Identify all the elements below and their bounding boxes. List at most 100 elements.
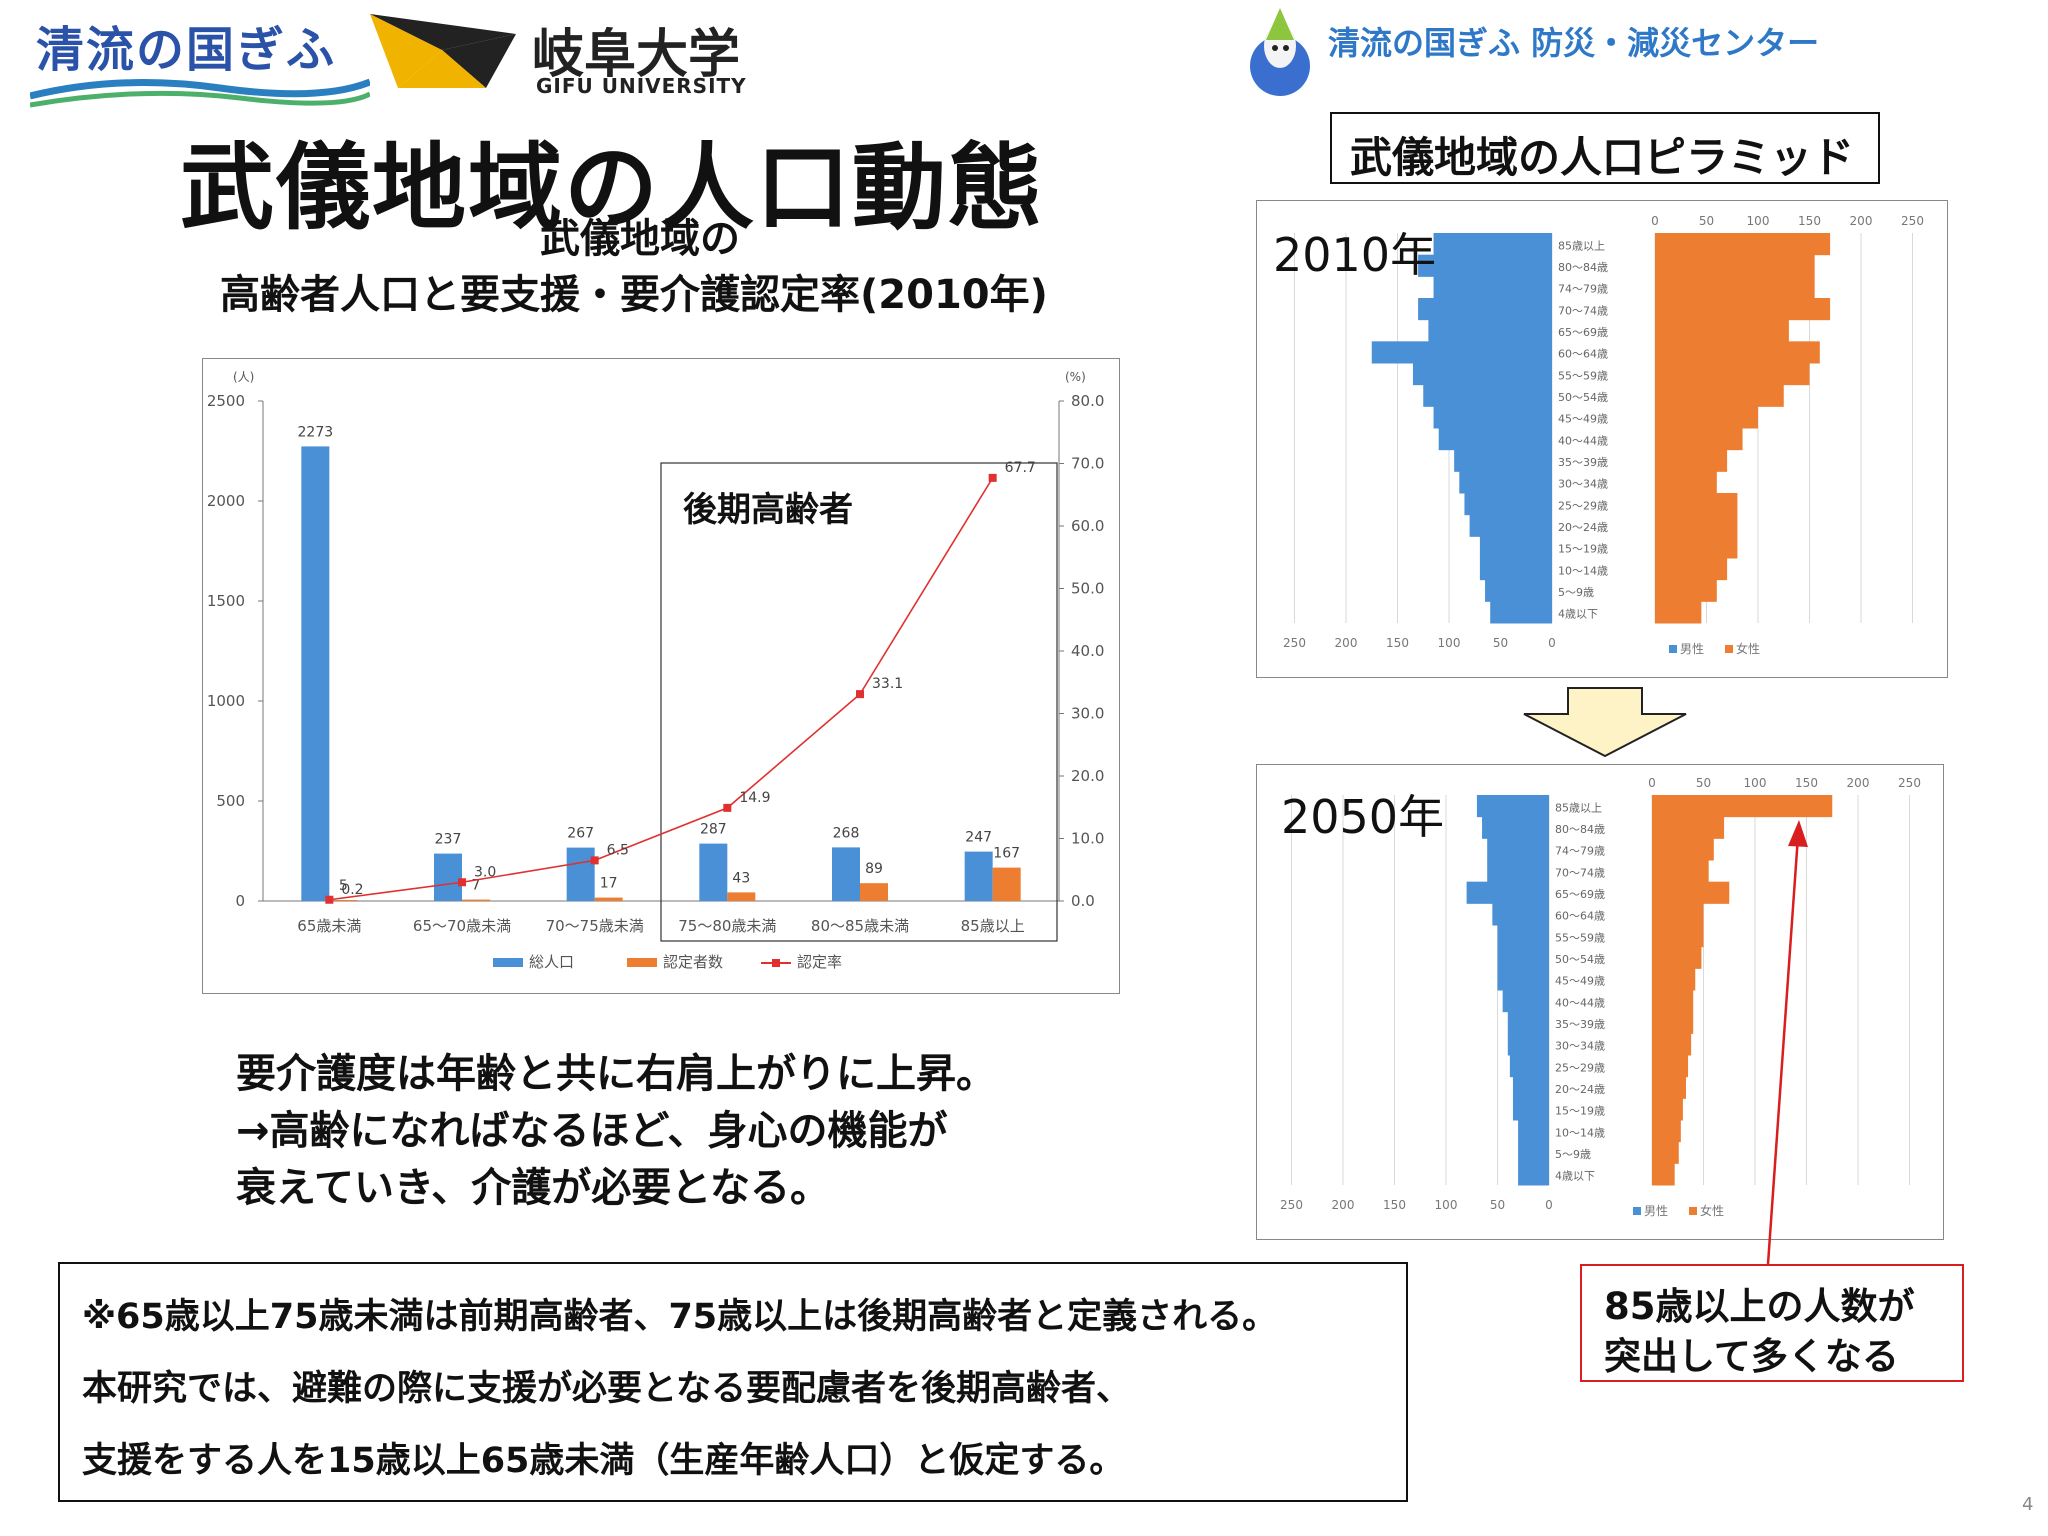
- x-tick-label: 250: [1280, 1198, 1303, 1212]
- bar-value-label: 89: [865, 861, 883, 877]
- y-tick-label: 1000: [207, 692, 245, 710]
- age-group-label: 55～59歳: [1555, 931, 1605, 944]
- x-tick-label: 0: [1548, 636, 1556, 650]
- x-tick-label: 150: [1386, 636, 1409, 650]
- gifu-university-mark-icon: [370, 14, 516, 88]
- age-group-label: 40～44歳: [1558, 434, 1608, 447]
- male-bar: [1518, 1120, 1549, 1143]
- male-bar: [1485, 579, 1552, 602]
- rate-point: [458, 878, 466, 887]
- legend-label: 認定者数: [663, 953, 723, 971]
- callout-line: 突出して多くなる: [1604, 1335, 1899, 1378]
- mascot-icon: [1250, 8, 1310, 96]
- y-tick-label: 2500: [207, 392, 245, 410]
- x-tick-label: 80～85歳未満: [811, 917, 909, 935]
- x-tick-label: 0: [1648, 776, 1656, 790]
- age-group-label: 30～34歳: [1555, 1040, 1605, 1053]
- age-group-label: 45～49歳: [1555, 975, 1605, 988]
- y2-tick-label: 10.0: [1071, 830, 1104, 848]
- female-bar: [1655, 449, 1728, 472]
- x-tick-label: 100: [1747, 214, 1770, 228]
- page-number: 4: [2022, 1494, 2034, 1515]
- logo-wave-icon: [30, 78, 370, 108]
- female-bar: [1655, 298, 1831, 321]
- y2-tick-label: 0.0: [1071, 892, 1095, 910]
- legend-swatch: [1633, 1207, 1641, 1215]
- population-pyramid-2010: 2010年 0 50 100 150 200 250 250 200 150 100 50 0 85歳以…: [1256, 200, 1948, 678]
- age-group-label: 5～9歳: [1555, 1148, 1591, 1161]
- rate-value-label: 67.7: [1005, 460, 1036, 476]
- bar: [699, 843, 728, 901]
- rate-point: [856, 690, 864, 699]
- x-tick-label: 200: [1332, 1198, 1355, 1212]
- chart-title-line1: 武儀地域の: [540, 216, 740, 262]
- x-tick-label: 70～75歳未満: [546, 917, 644, 935]
- callout-box: 85歳以上の人数が 突出して多くなる: [1580, 1264, 1964, 1382]
- male-bar: [1490, 601, 1552, 624]
- female-bar: [1655, 233, 1831, 256]
- x-tick-label: 200: [1847, 776, 1870, 790]
- male-bar: [1518, 1141, 1549, 1164]
- x-tick-label: 250: [1901, 214, 1924, 228]
- male-bar: [1433, 233, 1552, 256]
- y2-tick-label: 40.0: [1071, 642, 1104, 660]
- rate-value-label: 33.1: [872, 676, 903, 692]
- x-tick-label: 100: [1744, 776, 1767, 790]
- female-bar: [1652, 1055, 1689, 1078]
- male-bar: [1482, 816, 1549, 839]
- bar-value-label: 247: [965, 830, 992, 846]
- age-group-label: 20～24歳: [1555, 1083, 1605, 1096]
- age-group-label: 10～14歳: [1558, 564, 1608, 577]
- definition-note-box: ※65歳以上75歳未満は前期高齢者、75歳以上は後期高齢者と定義される。 本研究…: [58, 1262, 1408, 1502]
- bar-value-label: 167: [993, 846, 1020, 862]
- down-arrow-icon: [1523, 687, 1687, 758]
- male-bar: [1428, 319, 1552, 342]
- age-group-label: 15～19歳: [1558, 543, 1608, 556]
- left-unit-label: (人): [233, 370, 254, 384]
- male-bar: [1492, 903, 1549, 926]
- bar-value-label: 287: [700, 822, 727, 838]
- male-bar: [1418, 298, 1552, 321]
- female-bar: [1652, 1141, 1679, 1164]
- bar-value-label: 237: [435, 832, 462, 848]
- y-tick-label: 500: [216, 792, 245, 810]
- age-group-label: 74～79歳: [1558, 283, 1608, 296]
- age-group-label: 70～74歳: [1555, 866, 1605, 879]
- summary-text: 要介護度は年齢と共に右肩上がりに上昇。 →高齢になればなるほど、身心の機能が 衰…: [236, 1046, 996, 1217]
- age-group-label: 4歳以下: [1558, 608, 1598, 621]
- female-bar: [1652, 1120, 1681, 1143]
- female-bar: [1655, 579, 1717, 602]
- female-bar: [1655, 363, 1810, 386]
- x-tick-label: 200: [1850, 214, 1873, 228]
- bar: [434, 853, 462, 901]
- rate-value-label: 14.9: [739, 790, 770, 806]
- age-group-label: 85歳以上: [1555, 801, 1602, 814]
- female-bar: [1652, 860, 1709, 883]
- x-tick-label: 200: [1335, 636, 1358, 650]
- female-bar: [1655, 514, 1738, 537]
- legend-label: 男性: [1644, 1204, 1668, 1218]
- rate-point: [590, 856, 599, 865]
- center-name: 清流の国ぎふ 防災・減災センター: [1328, 24, 1820, 62]
- age-group-label: 45～49歳: [1558, 413, 1608, 426]
- female-bar: [1652, 1011, 1694, 1034]
- pyramid-2050-svg: 0 50 100 150 200 250 250 200 150 100 50 0 85歳以上 80～84…: [1280, 776, 1921, 1218]
- age-group-label: 65～69歳: [1558, 326, 1608, 339]
- legend-label: 認定率: [797, 953, 842, 971]
- female-bar: [1655, 406, 1758, 429]
- legend-swatch: [1725, 645, 1733, 653]
- x-tick-label: 50: [1699, 214, 1714, 228]
- age-group-label: 50～54歳: [1555, 953, 1605, 966]
- age-group-label: 70～74歳: [1558, 304, 1608, 317]
- female-bar: [1652, 816, 1725, 839]
- age-group-label: 30～34歳: [1558, 478, 1608, 491]
- male-bar: [1433, 276, 1552, 299]
- age-group-label: 65～69歳: [1555, 888, 1605, 901]
- age-group-label: 25～29歳: [1558, 499, 1608, 512]
- male-bar: [1476, 795, 1549, 818]
- bar: [594, 897, 623, 901]
- y2-tick-label: 20.0: [1071, 767, 1104, 785]
- gifu-university-logo: 岐阜大学 GIFU UNIVERSITY: [532, 12, 762, 102]
- rate-point: [723, 803, 732, 812]
- legend-label: 総人口: [529, 953, 574, 971]
